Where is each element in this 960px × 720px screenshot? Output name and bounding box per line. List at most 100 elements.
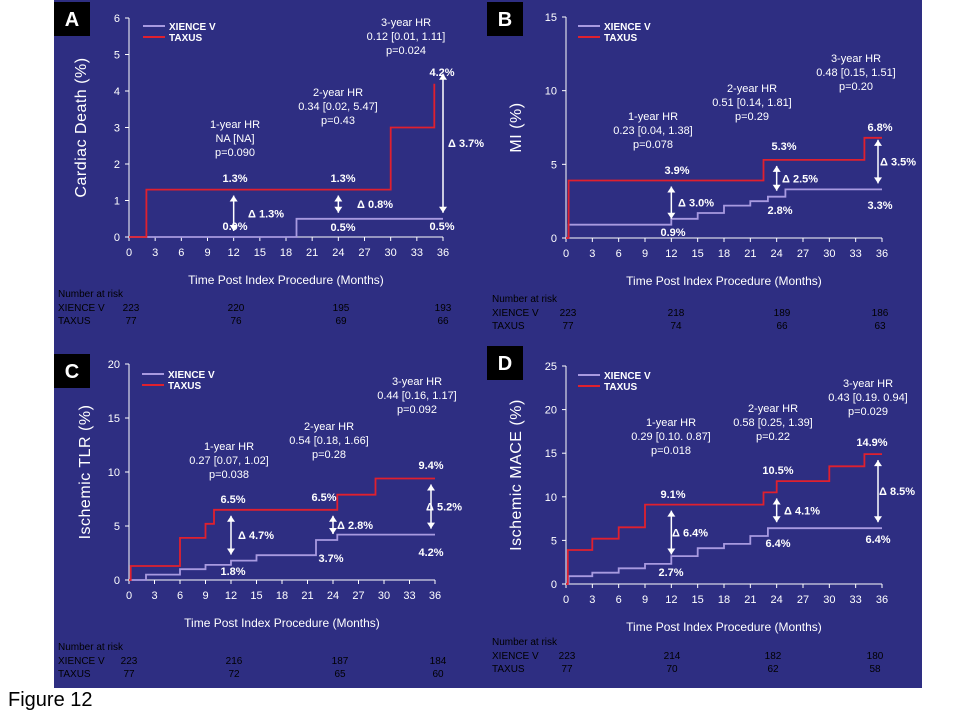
- risk-value: 66: [776, 321, 788, 332]
- x-tick-label: 24: [327, 590, 339, 602]
- x-tick-label: 3: [589, 248, 595, 260]
- risk-value: 187: [332, 656, 349, 667]
- x-tick-label: 24: [771, 248, 783, 260]
- delta-label: Δ 8.5%: [879, 486, 915, 498]
- hazard-ratio-annotation: p=0.024: [386, 45, 426, 57]
- legend-xience-label: XIENCE V: [604, 22, 651, 33]
- y-axis-label: Cardiac Death (%): [73, 57, 90, 197]
- arrow-head-down: [439, 206, 447, 213]
- x-tick-label: 6: [616, 594, 622, 606]
- hazard-ratio-annotation: 0.34 [0.02, 5.47]: [298, 101, 378, 113]
- panel-label: D: [498, 353, 512, 375]
- arrow-head-up: [229, 195, 238, 202]
- y-tick-label: 5: [114, 521, 120, 533]
- x-tick-label: 0: [563, 248, 569, 260]
- xience-value-label: 2.8%: [767, 205, 792, 217]
- taxus-value-label: 1.3%: [330, 173, 355, 185]
- x-axis-label: Time Post Index Procedure (Months): [626, 620, 822, 634]
- x-tick-label: 6: [178, 247, 184, 259]
- x-tick-label: 9: [202, 590, 208, 602]
- panel-label: A: [65, 9, 79, 31]
- x-tick-label: 18: [718, 248, 730, 260]
- x-tick-label: 33: [850, 248, 862, 260]
- xience-value-label: 0.5%: [429, 221, 454, 233]
- delta-label: Δ 3.0%: [678, 198, 714, 210]
- hazard-ratio-annotation: p=0.092: [397, 404, 437, 416]
- delta-label: Δ 5.2%: [426, 502, 462, 514]
- risk-value: 66: [437, 316, 449, 327]
- x-tick-label: 24: [332, 247, 344, 259]
- risk-value: 58: [869, 664, 881, 675]
- delta-label: Δ 4.1%: [784, 505, 820, 517]
- hazard-ratio-annotation: 0.23 [0.04, 1.38]: [613, 125, 693, 137]
- xience-value-label: 0.0%: [222, 221, 247, 233]
- panel-label: C: [65, 361, 79, 383]
- risk-value: 189: [774, 308, 791, 319]
- risk-value: 223: [123, 303, 140, 314]
- x-axis-label: Time Post Index Procedure (Months): [188, 273, 384, 287]
- arrow-head-up: [329, 515, 337, 522]
- hazard-ratio-annotation: 2-year HR: [727, 83, 777, 95]
- risk-value: 72: [228, 669, 240, 680]
- risk-table-title: Number at risk: [492, 294, 558, 305]
- figure-caption: Figure 12: [8, 689, 93, 711]
- xience-value-label: 3.3%: [867, 200, 892, 212]
- x-tick-label: 15: [692, 594, 704, 606]
- taxus-km-curve: [129, 83, 436, 238]
- y-tick-label: 10: [545, 492, 557, 504]
- y-tick-label: 20: [108, 359, 120, 371]
- hazard-ratio-annotation: 3-year HR: [843, 378, 893, 390]
- y-axis-label: Ischemic MACE (%): [508, 399, 525, 551]
- risk-value: 63: [874, 321, 886, 332]
- arrow-head-up: [334, 195, 343, 202]
- risk-row-label: XIENCE V: [492, 308, 539, 319]
- legend-taxus-label: TAXUS: [604, 382, 637, 393]
- y-tick-label: 5: [551, 535, 557, 547]
- hazard-ratio-annotation: 2-year HR: [748, 403, 798, 415]
- xience-value-label: 0.5%: [330, 222, 355, 234]
- risk-value: 186: [872, 308, 889, 319]
- arrow-head-up: [667, 186, 676, 193]
- arrow-head-down: [874, 177, 882, 184]
- x-tick-label: 3: [151, 590, 157, 602]
- risk-value: 216: [226, 656, 243, 667]
- x-tick-label: 21: [744, 248, 756, 260]
- taxus-value-label: 4.2%: [429, 67, 454, 79]
- y-tick-label: 6: [114, 13, 120, 25]
- hazard-ratio-annotation: 0.51 [0.14, 1.81]: [712, 97, 792, 109]
- arrow-head-up: [772, 165, 781, 172]
- xience-value-label: 6.4%: [765, 538, 790, 550]
- arrow-head-up: [772, 498, 781, 505]
- risk-value: 77: [561, 664, 573, 675]
- x-tick-label: 0: [126, 590, 132, 602]
- hazard-ratio-annotation: p=0.038: [209, 469, 249, 481]
- risk-row-label: XIENCE V: [492, 651, 539, 662]
- x-tick-label: 9: [642, 248, 648, 260]
- xience-value-label: 6.4%: [865, 534, 890, 546]
- arrow-head-down: [874, 516, 882, 523]
- figure-background: [54, 0, 922, 688]
- taxus-value-label: 3.9%: [664, 165, 689, 177]
- delta-label: Δ 1.3%: [248, 208, 284, 220]
- y-tick-label: 25: [545, 361, 557, 373]
- x-tick-label: 27: [358, 247, 370, 259]
- panel-label-box: [487, 346, 523, 380]
- y-tick-label: 2: [114, 159, 120, 171]
- risk-value: 223: [121, 656, 138, 667]
- hazard-ratio-annotation: 0.54 [0.18, 1.66]: [289, 435, 369, 447]
- taxus-value-label: 6.5%: [311, 492, 336, 504]
- xience-km-curve: [129, 533, 435, 581]
- arrow-head-up: [667, 510, 676, 517]
- risk-value: 218: [668, 308, 685, 319]
- taxus-km-curve: [566, 136, 882, 239]
- x-tick-label: 18: [718, 594, 730, 606]
- risk-value: 62: [767, 664, 779, 675]
- risk-value: 223: [559, 651, 576, 662]
- x-tick-label: 0: [126, 247, 132, 259]
- delta-label: Δ 3.7%: [448, 138, 484, 150]
- arrow-head-up: [874, 139, 882, 146]
- risk-row-label: TAXUS: [58, 669, 91, 680]
- arrow-head-up: [227, 515, 235, 522]
